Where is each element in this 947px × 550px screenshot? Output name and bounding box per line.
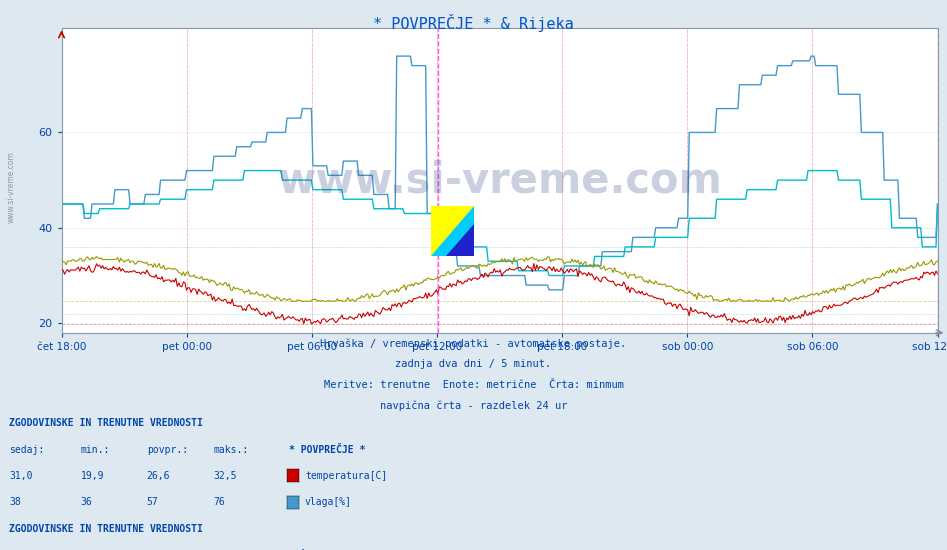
Text: www.si-vreme.com: www.si-vreme.com xyxy=(277,159,722,201)
Text: www.si-vreme.com: www.si-vreme.com xyxy=(7,151,16,223)
Text: povpr.:: povpr.: xyxy=(147,444,188,455)
Text: vlaga[%]: vlaga[%] xyxy=(305,497,352,508)
Text: sedaj:: sedaj: xyxy=(9,444,45,455)
Text: 19,9: 19,9 xyxy=(80,471,104,481)
Text: Rijeka: Rijeka xyxy=(289,549,324,550)
Text: ZGODOVINSKE IN TRENUTNE VREDNOSTI: ZGODOVINSKE IN TRENUTNE VREDNOSTI xyxy=(9,524,204,534)
Text: 36: 36 xyxy=(80,497,92,508)
Text: 76: 76 xyxy=(213,497,224,508)
Text: * POVPREČJE *: * POVPREČJE * xyxy=(289,444,366,455)
Text: * POVPREČJE * & Rijeka: * POVPREČJE * & Rijeka xyxy=(373,14,574,32)
Text: 57: 57 xyxy=(147,497,158,508)
Polygon shape xyxy=(446,223,474,256)
Text: temperatura[C]: temperatura[C] xyxy=(305,471,387,481)
Text: Meritve: trenutne  Enote: metrične  Črta: minmum: Meritve: trenutne Enote: metrične Črta: … xyxy=(324,380,623,390)
Text: zadnja dva dni / 5 minut.: zadnja dva dni / 5 minut. xyxy=(396,359,551,369)
Text: 31,0: 31,0 xyxy=(9,471,33,481)
Text: maks.:: maks.: xyxy=(213,444,248,455)
Text: 38: 38 xyxy=(9,497,21,508)
Text: ZGODOVINSKE IN TRENUTNE VREDNOSTI: ZGODOVINSKE IN TRENUTNE VREDNOSTI xyxy=(9,418,204,428)
Polygon shape xyxy=(431,206,474,256)
Text: 26,6: 26,6 xyxy=(147,471,170,481)
Text: 32,5: 32,5 xyxy=(213,471,237,481)
Text: Hrvaška / vremenski podatki - avtomatske postaje.: Hrvaška / vremenski podatki - avtomatske… xyxy=(320,338,627,349)
Polygon shape xyxy=(431,206,474,256)
Text: navpična črta - razdelek 24 ur: navpična črta - razdelek 24 ur xyxy=(380,401,567,411)
Text: min.:: min.: xyxy=(80,444,110,455)
